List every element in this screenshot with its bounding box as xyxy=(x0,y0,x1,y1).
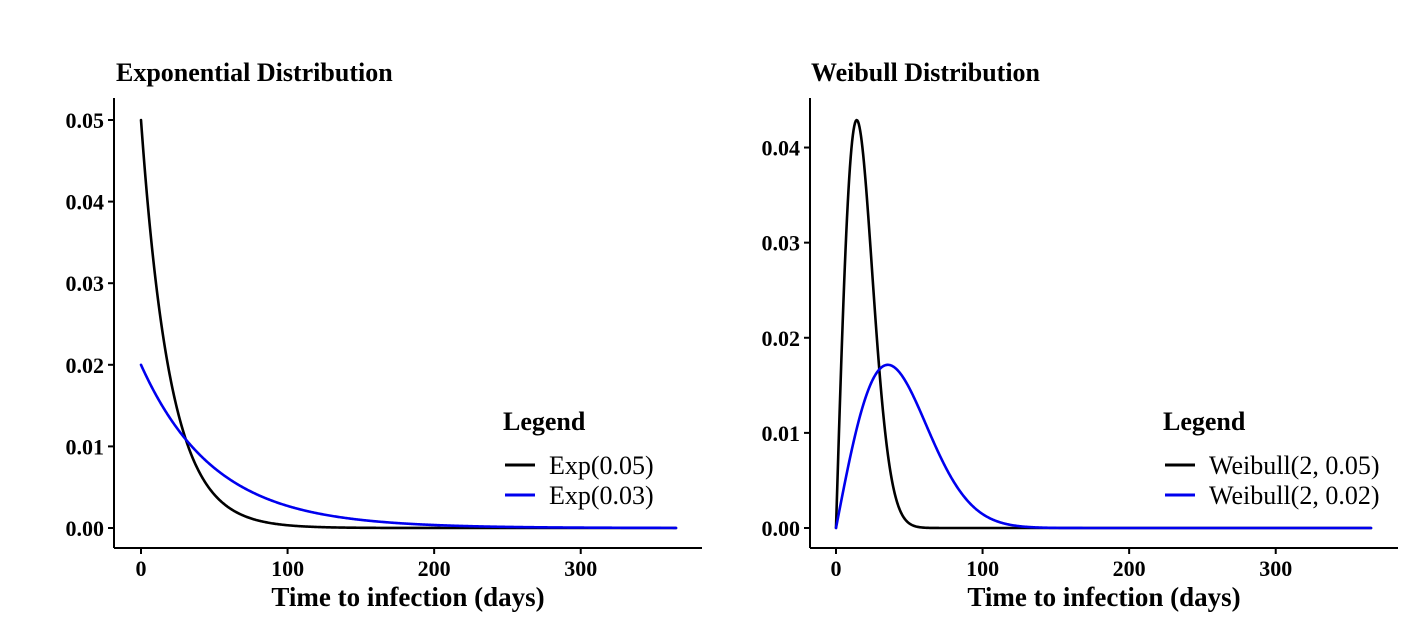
x-tick-label: 100 xyxy=(966,556,999,581)
legend: Legend Exp(0.05) Exp(0.03) xyxy=(503,407,654,510)
y-tick-label: 0.01 xyxy=(66,434,105,459)
x-axis-label: Time to infection (days) xyxy=(967,582,1240,612)
y-tick-label: 0.00 xyxy=(762,516,801,541)
x-ticks: 0 100 200 300 xyxy=(136,548,597,581)
y-tick-label: 0.04 xyxy=(762,136,801,161)
x-tick-label: 0 xyxy=(831,556,842,581)
y-tick-label: 0.00 xyxy=(66,516,105,541)
y-ticks: 0.00 0.01 0.02 0.03 0.04 xyxy=(762,136,810,541)
y-tick-label: 0.04 xyxy=(66,190,105,215)
y-tick-label: 0.03 xyxy=(762,231,801,256)
panel-title: Weibull Distribution xyxy=(811,58,1041,87)
exponential-panel: Exponential Distribution 0.000.010.020.0… xyxy=(66,58,702,612)
legend-label-0: Weibull(2, 0.05) xyxy=(1209,451,1380,480)
legend-label-0: Exp(0.05) xyxy=(549,451,654,480)
x-axis-label: Time to infection (days) xyxy=(271,582,544,612)
y-tick-label: 0.03 xyxy=(66,271,105,296)
y-tick-label: 0.01 xyxy=(762,421,801,446)
x-tick-label: 100 xyxy=(271,556,304,581)
x-ticks: 0 100 200 300 xyxy=(831,548,1292,581)
series-lines xyxy=(139,118,678,530)
y-tick-label: 0.02 xyxy=(66,353,105,378)
legend-title: Legend xyxy=(1163,407,1246,436)
x-tick-label: 300 xyxy=(1259,556,1292,581)
y-ticks: 0.00 0.01 0.02 0.03 0.04 0.05 xyxy=(66,108,114,541)
legend-label-1: Weibull(2, 0.02) xyxy=(1209,481,1380,510)
x-tick-label: 200 xyxy=(418,556,451,581)
x-tick-label: 300 xyxy=(564,556,597,581)
weibull-panel: Weibull Distribution 0.000.010.020.030.0… xyxy=(762,58,1398,612)
x-tick-label: 0 xyxy=(136,556,147,581)
series-line-1 xyxy=(834,363,1373,530)
panel-title: Exponential Distribution xyxy=(116,58,393,87)
series-lines xyxy=(834,118,1373,530)
y-tick-label: 0.02 xyxy=(762,326,801,351)
legend: Legend Weibull(2, 0.05) Weibull(2, 0.02) xyxy=(1163,407,1380,510)
series-line-1 xyxy=(139,363,678,530)
legend-label-1: Exp(0.03) xyxy=(549,481,654,510)
x-tick-label: 200 xyxy=(1113,556,1146,581)
legend-title: Legend xyxy=(503,407,586,436)
y-tick-label: 0.05 xyxy=(66,108,105,133)
